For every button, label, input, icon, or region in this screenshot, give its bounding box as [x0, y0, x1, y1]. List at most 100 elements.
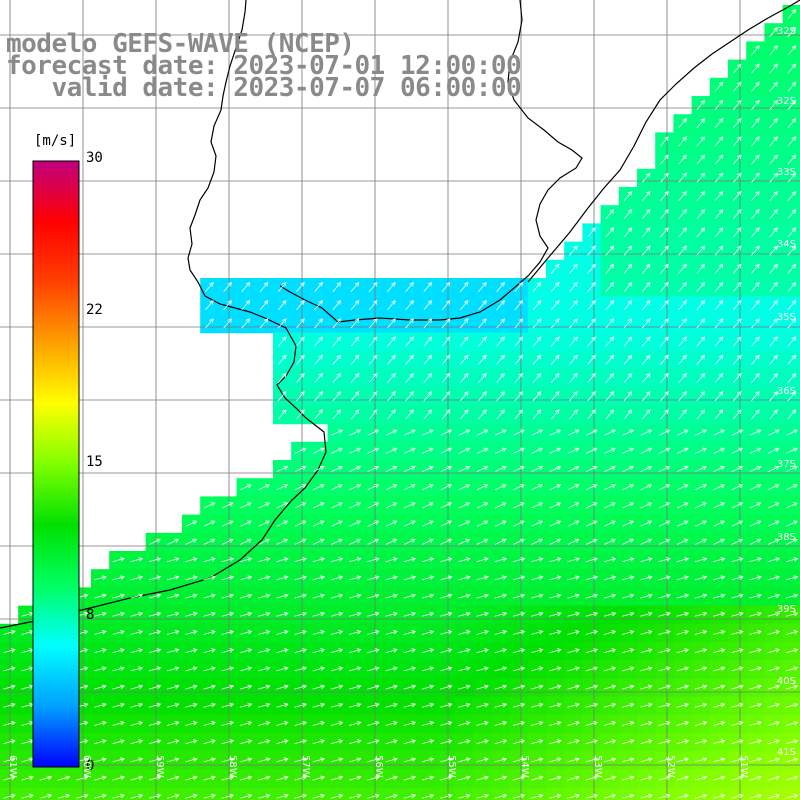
wind-arrow — [94, 684, 107, 690]
wind-speed-cell — [764, 387, 784, 406]
wind-speed-cell — [618, 187, 638, 206]
wind-arrow — [221, 630, 235, 635]
wind-arrow — [403, 484, 416, 491]
wind-arrow — [439, 684, 453, 690]
wind-arrow — [769, 281, 778, 292]
wind-arrow — [678, 372, 687, 383]
wind-arrow — [439, 702, 453, 708]
wind-arrow — [421, 630, 435, 635]
wind-arrow — [605, 263, 615, 274]
wind-arrow — [640, 575, 653, 581]
wind-speed-cell — [764, 168, 784, 188]
wind-arrow — [166, 721, 180, 726]
wind-arrow — [694, 793, 708, 799]
wind-arrow — [714, 99, 724, 110]
wind-arrow — [585, 593, 599, 599]
wind-speed-cell — [309, 350, 329, 370]
wind-speed-cell — [582, 387, 602, 406]
wind-arrow — [567, 593, 580, 599]
wind-arrow — [751, 372, 760, 383]
wind-arrow — [514, 336, 524, 347]
colorbar-scale — [32, 160, 80, 768]
wind-arrow — [258, 502, 271, 509]
wind-arrow — [767, 648, 781, 654]
wind-arrow — [185, 538, 198, 545]
wind-arrow — [349, 465, 362, 472]
wind-arrow — [422, 429, 434, 436]
wind-arrow — [678, 154, 687, 165]
wind-arrow — [640, 648, 653, 654]
wind-arrow — [749, 793, 762, 799]
wind-speed-cell — [582, 259, 602, 279]
lat-label: 32S — [776, 26, 796, 37]
wind-arrow — [658, 484, 671, 491]
wind-speed-cell — [491, 787, 511, 800]
wind-speed-cell — [691, 350, 711, 370]
wind-arrow — [166, 757, 180, 763]
wind-arrow — [605, 245, 615, 256]
wind-arrow — [312, 611, 326, 617]
wind-arrow — [403, 502, 416, 509]
wind-arrow — [751, 63, 760, 74]
wind-speed-cell — [473, 405, 492, 425]
wind-arrow — [769, 63, 778, 74]
wind-arrow — [532, 391, 542, 402]
wind-arrow — [439, 557, 453, 563]
wind-speed-cell — [655, 223, 674, 243]
wind-arrow — [349, 538, 362, 545]
wind-arrow — [696, 209, 706, 220]
wind-arrow — [676, 775, 690, 781]
wind-speed-cell — [673, 114, 693, 133]
wind-arrow — [203, 502, 216, 509]
wind-arrow — [769, 172, 778, 183]
wind-arrow — [367, 757, 380, 763]
wind-speed-cell — [618, 278, 638, 297]
wind-arrow — [112, 630, 125, 635]
wind-arrow — [367, 575, 380, 581]
wind-arrow — [439, 593, 453, 599]
wind-arrow — [713, 484, 726, 491]
wind-arrow — [530, 611, 544, 617]
wind-arrow — [423, 281, 433, 292]
wind-speed-cell — [673, 787, 693, 800]
wind-arrow — [348, 739, 362, 745]
wind-arrow — [257, 666, 271, 672]
wind-speed-cell — [236, 278, 256, 297]
wind-arrow — [749, 465, 762, 472]
wind-arrow — [676, 793, 690, 799]
wind-arrow — [714, 318, 724, 329]
wind-arrow — [567, 702, 580, 708]
wind-arrow — [569, 300, 578, 311]
wind-arrow — [276, 611, 289, 617]
wind-arrow — [440, 502, 453, 509]
wind-arrow — [205, 281, 214, 292]
wind-arrow — [751, 45, 760, 56]
wind-arrow — [439, 775, 453, 781]
wind-arrow — [458, 721, 471, 726]
wind-arrow — [695, 429, 707, 436]
wind-speed-cell — [127, 787, 147, 800]
wind-arrow — [567, 666, 580, 672]
wind-arrow — [276, 757, 289, 763]
wind-speed-cell — [327, 387, 347, 406]
wind-arrow — [749, 739, 762, 745]
wind-speed-cell — [72, 787, 92, 800]
wind-speed-cell — [418, 787, 438, 800]
wind-arrow — [640, 793, 653, 799]
wind-arrow — [294, 793, 307, 799]
wind-arrow — [314, 354, 323, 365]
wind-arrow — [713, 447, 726, 454]
wind-speed-cell — [691, 241, 711, 261]
lat-label: 33S — [776, 167, 796, 178]
wind-arrow — [532, 354, 542, 365]
wind-arrow — [694, 757, 708, 763]
wind-arrow — [496, 391, 505, 402]
wind-speed-cell — [764, 314, 784, 334]
wind-arrow — [439, 666, 453, 672]
wind-arrow — [622, 538, 635, 545]
wind-speed-cell — [382, 350, 401, 370]
wind-arrow — [185, 684, 198, 690]
wind-arrow — [331, 520, 343, 527]
wind-arrow — [585, 757, 599, 763]
wind-arrow — [605, 281, 615, 292]
